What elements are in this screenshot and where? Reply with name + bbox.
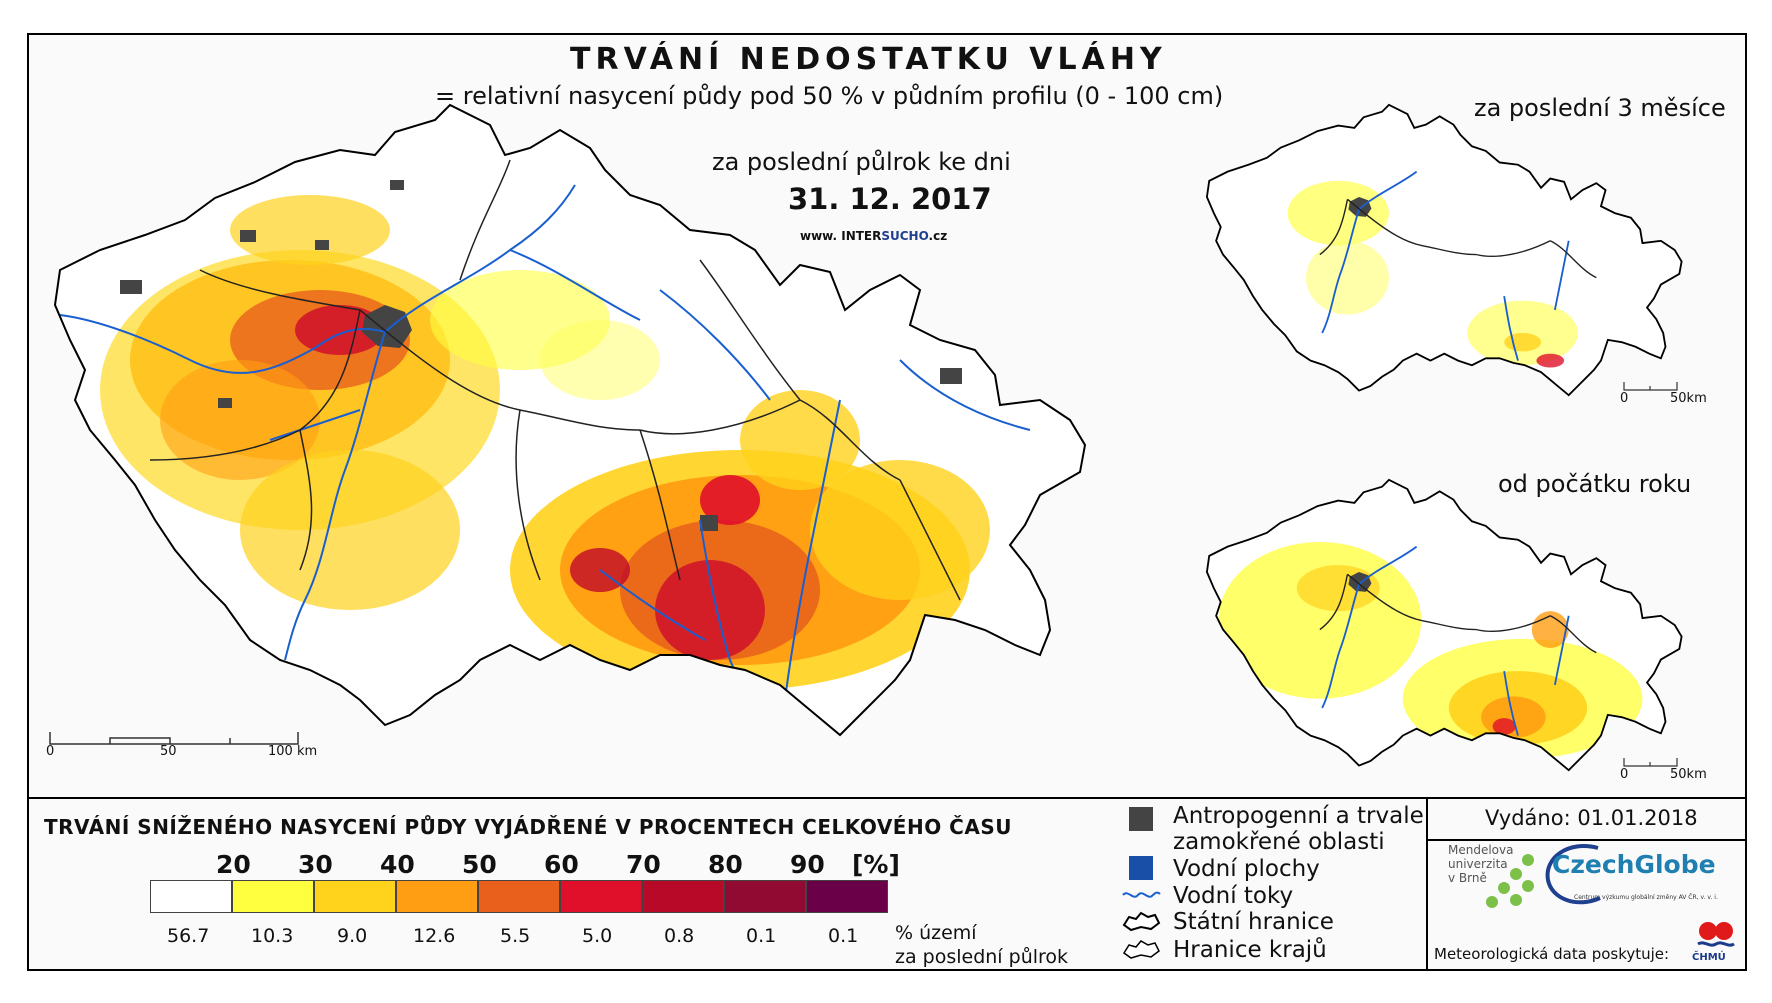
czechglobe-logo-icon [1545,844,1601,905]
water-swatch-icon [1121,856,1161,880]
legend-tick: 40 [380,850,415,879]
legend-share-note-period: za poslední půlrok [895,946,1069,968]
legend-swatch [724,880,806,913]
legend-title: TRVÁNÍ SNÍŽENÉHO NASYCENÍ PŮDY VYJÁDŘENÉ… [44,815,1012,839]
footer-divider-vertical [1426,797,1428,971]
inset2-scale-zero: 0 [1620,767,1629,782]
map-subtitle: = relativní nasycení půdy pod 50 % v půd… [435,82,1224,110]
inset-label-3-months: za poslední 3 měsíce [1474,94,1726,122]
legend-tick: 50 [462,850,497,879]
footer-divider-horizontal [1426,839,1747,841]
legend-share: 10.3 [251,925,294,947]
inset1-scale-zero: 0 [1620,391,1629,406]
czechglobe-logo-text: CzechGlobe [1552,850,1716,879]
legend-tick: 90 [790,850,825,879]
legend-tick: 20 [216,850,251,879]
legend-share: 56.7 [167,925,210,947]
legend-share: 5.0 [582,925,613,947]
inset2-scale-bar [1623,758,1678,767]
issued-date: Vydáno: 01.01.2018 [1485,806,1698,830]
map-title: TRVÁNÍ NEDOSTATKU VLÁHY [570,42,1167,77]
key-borders: Státní hranice [1121,909,1334,935]
legend-swatch [232,880,314,913]
inset-map-year [1205,478,1683,772]
state-border-icon [1122,911,1161,932]
river-line-icon [1122,891,1161,898]
legend-share: 12.6 [413,925,456,947]
legend-unit: [%] [852,850,900,879]
legend-tick: 30 [298,850,333,879]
legend-swatch [396,880,478,913]
legend-share: 9.0 [337,925,368,947]
main-scale-end: 100 km [268,744,318,759]
legend-divider [27,797,1747,799]
legend-swatch [150,880,232,913]
chmu-logo-text: ČHMÚ [1692,952,1726,963]
legend-share: 0.8 [664,925,695,947]
urban-swatch-icon [1121,803,1161,831]
key-water-bodies: Vodní plochy [1121,856,1320,882]
website-link[interactable]: www. INTERSUCHO.cz [800,229,948,243]
inset-label-year: od počátku roku [1498,470,1692,498]
legend-tick: 70 [626,850,661,879]
chmu-logo-icon [1697,922,1735,947]
legend-tick: 80 [708,850,743,879]
mendel-university-text: Mendelova univerzita v Brně [1448,843,1514,885]
legend-share-note: % území [895,922,977,944]
main-scale-zero: 0 [46,744,55,759]
legend-swatch [478,880,560,913]
inset2-scale-end: 50km [1670,767,1707,782]
inset-map-3-months [1205,103,1683,397]
mendel-logo-icon [1486,854,1534,908]
period-label: za poslední půlrok ke dni [712,148,1011,176]
key-regions: Hranice krajů [1121,937,1327,963]
main-map [53,103,1087,737]
legend-swatch [642,880,724,913]
legend-swatch [314,880,396,913]
inset1-scale-end: 50km [1670,391,1707,406]
legend-share: 0.1 [746,925,777,947]
main-scale-bar [49,732,299,745]
period-date: 31. 12. 2017 [788,182,992,216]
legend-swatch [806,880,888,913]
meteo-credit: Meteorologická data poskytuje: [1434,945,1670,963]
inset1-scale-bar [1623,382,1678,391]
key-rivers: Vodní toky [1121,883,1293,909]
region-border-icon [1122,940,1160,959]
legend-tick: 60 [544,850,579,879]
main-scale-mid: 50 [160,744,177,759]
czechglobe-subtitle: Centrum výzkumu globální změny AV ČR, v.… [1574,894,1718,901]
legend-share: 0.1 [828,925,859,947]
key-urban: Antropogenní a trvale zamokřené oblasti [1121,803,1424,855]
legend-share: 5.5 [500,925,531,947]
legend-swatch [560,880,642,913]
